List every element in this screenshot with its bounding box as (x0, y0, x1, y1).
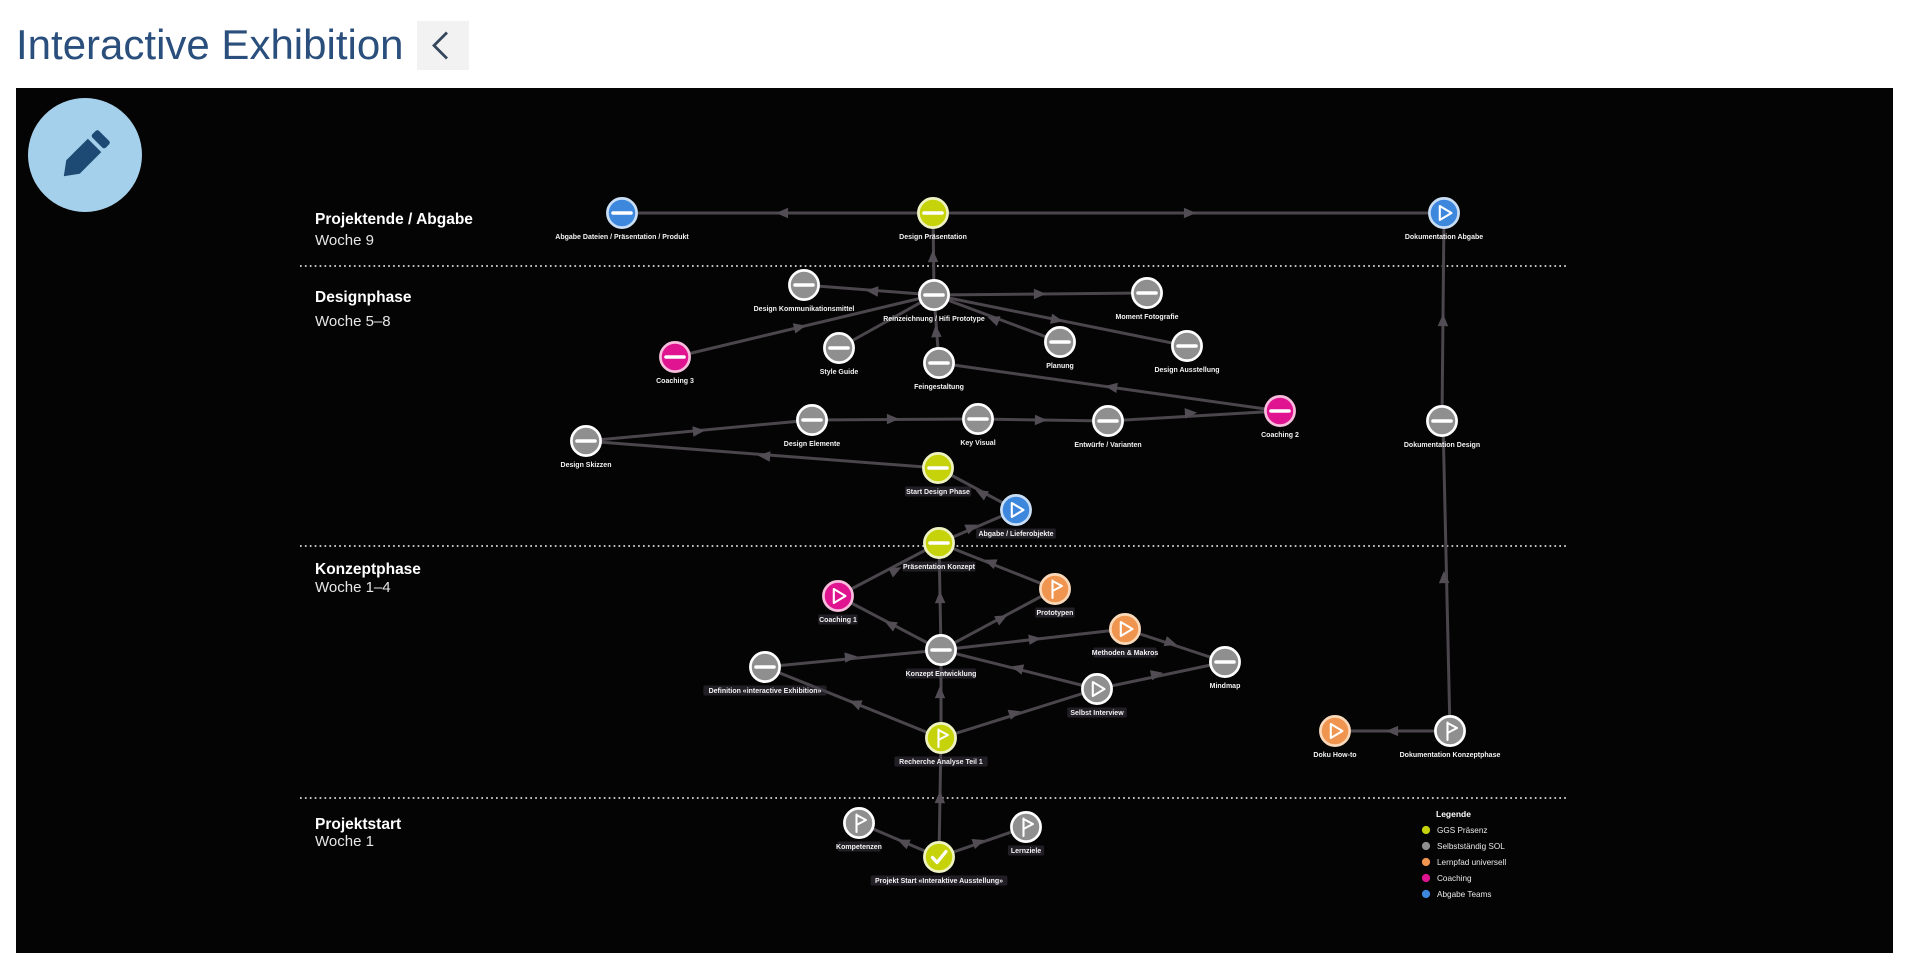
svg-text:Design Skizzen: Design Skizzen (561, 462, 612, 469)
svg-text:Doku How-to: Doku How-to (1313, 752, 1356, 759)
svg-text:Designphase: Designphase (315, 289, 412, 306)
svg-text:Prototypen: Prototypen (1037, 610, 1074, 617)
svg-text:Legende: Legende (1436, 809, 1471, 819)
svg-text:Kompetenzen: Kompetenzen (836, 844, 882, 851)
svg-text:Design Elemente: Design Elemente (784, 441, 841, 448)
svg-text:Key Visual: Key Visual (960, 440, 995, 447)
svg-text:Projekt Start «Interaktive Aus: Projekt Start «Interaktive Ausstellung» (875, 878, 1003, 885)
svg-text:Woche 9: Woche 9 (315, 232, 374, 249)
svg-text:Coaching 3: Coaching 3 (656, 378, 694, 385)
svg-text:Woche 1: Woche 1 (315, 833, 374, 850)
svg-text:Selbst Interview: Selbst Interview (1070, 710, 1124, 717)
svg-text:Coaching: Coaching (1437, 874, 1472, 883)
svg-text:Methoden & Makros: Methoden & Makros (1092, 650, 1159, 657)
svg-text:Mindmap: Mindmap (1210, 683, 1241, 690)
svg-text:Start Design Phase: Start Design Phase (906, 489, 970, 496)
svg-text:Projektstart: Projektstart (315, 816, 401, 833)
svg-text:Planung: Planung (1046, 363, 1074, 370)
svg-text:Selbstständig SOL: Selbstständig SOL (1437, 842, 1505, 851)
svg-text:Präsentation Konzept: Präsentation Konzept (903, 564, 976, 571)
svg-text:Dokumentation Abgabe: Dokumentation Abgabe (1405, 234, 1483, 241)
svg-text:Projektende / Abgabe: Projektende / Abgabe (315, 211, 473, 228)
svg-text:Definition «interactive Exhibi: Definition «interactive Exhibition» (709, 688, 822, 695)
svg-text:Abgabe Teams: Abgabe Teams (1437, 890, 1491, 899)
svg-text:Konzeptphase: Konzeptphase (315, 561, 421, 578)
svg-text:Coaching 1: Coaching 1 (819, 617, 857, 624)
svg-text:Recherche Analyse Teil 1: Recherche Analyse Teil 1 (899, 759, 983, 766)
svg-text:Design Ausstellung: Design Ausstellung (1154, 367, 1219, 374)
svg-text:GGS Präsenz: GGS Präsenz (1437, 826, 1488, 835)
svg-text:Style Guide: Style Guide (820, 369, 859, 376)
svg-text:Lernziele: Lernziele (1011, 848, 1041, 855)
svg-text:Konzept Entwicklung: Konzept Entwicklung (906, 671, 977, 678)
svg-text:Woche 1–4: Woche 1–4 (315, 579, 391, 596)
svg-text:Dokumentation Design: Dokumentation Design (1404, 442, 1480, 449)
svg-text:Abgabe Dateien / Präsentation: Abgabe Dateien / Präsentation / Produkt (555, 234, 689, 241)
svg-text:Design Präsentation: Design Präsentation (899, 234, 967, 241)
svg-text:Coaching 2: Coaching 2 (1261, 432, 1299, 439)
svg-text:Entwürfe / Varianten: Entwürfe / Varianten (1074, 442, 1141, 449)
svg-text:Design Kommunikationsmittel: Design Kommunikationsmittel (754, 306, 855, 313)
svg-text:Dokumentation Konzeptphase: Dokumentation Konzeptphase (1400, 752, 1501, 759)
svg-text:Abgabe / Lieferobjekte: Abgabe / Lieferobjekte (978, 531, 1053, 538)
svg-text:Moment Fotografie: Moment Fotografie (1116, 314, 1179, 321)
svg-text:Woche 5–8: Woche 5–8 (315, 313, 391, 330)
svg-text:Feingestaltung: Feingestaltung (914, 384, 964, 391)
svg-text:Reinzeichnung / Hifi Prototype: Reinzeichnung / Hifi Prototype (883, 316, 985, 323)
svg-text:Lernpfad universell: Lernpfad universell (1437, 858, 1506, 867)
